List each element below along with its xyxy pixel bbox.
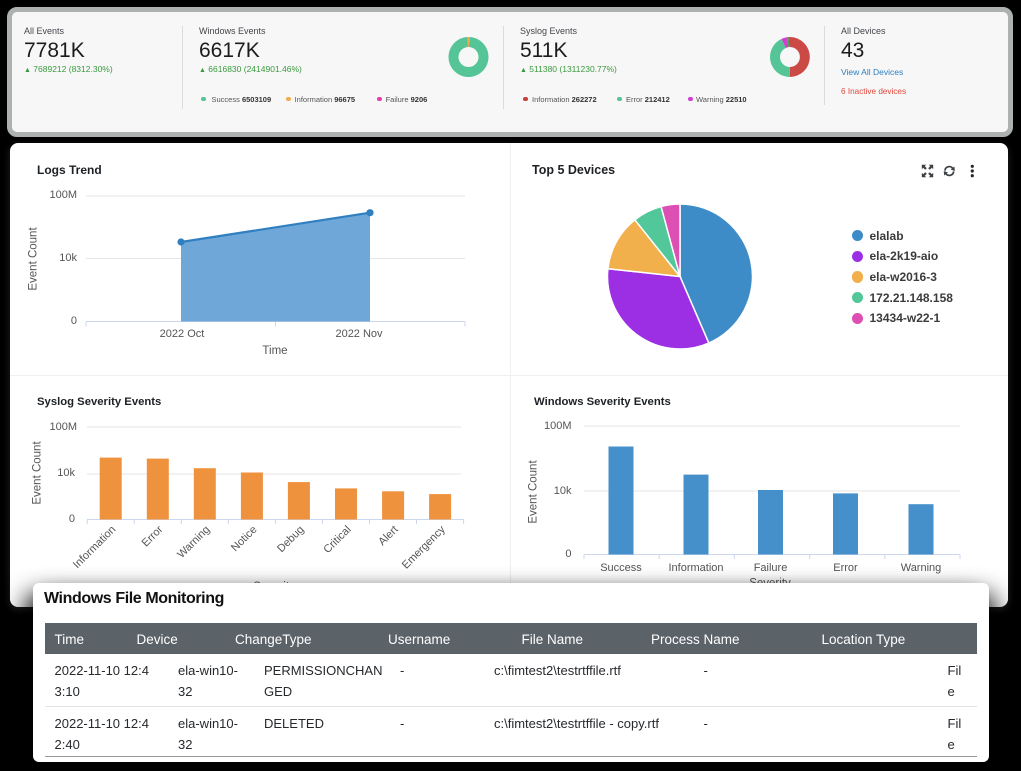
svg-text:Notice: Notice: [229, 524, 260, 555]
svg-text:Information: Information: [71, 524, 118, 571]
svg-text:Warning: Warning: [175, 524, 212, 561]
svg-text:Debug: Debug: [275, 524, 306, 555]
svg-text:Success: Success: [600, 562, 642, 574]
svg-text:Alert: Alert: [376, 524, 400, 548]
svg-text:Emergency: Emergency: [400, 523, 448, 571]
svg-text:Error: Error: [140, 523, 166, 549]
svg-text:Error: Error: [833, 562, 858, 574]
svg-text:Information: Information: [668, 562, 723, 574]
svg-text:Warning: Warning: [901, 562, 942, 574]
svg-text:Failure: Failure: [754, 562, 788, 574]
svg-text:Critical: Critical: [321, 524, 353, 556]
